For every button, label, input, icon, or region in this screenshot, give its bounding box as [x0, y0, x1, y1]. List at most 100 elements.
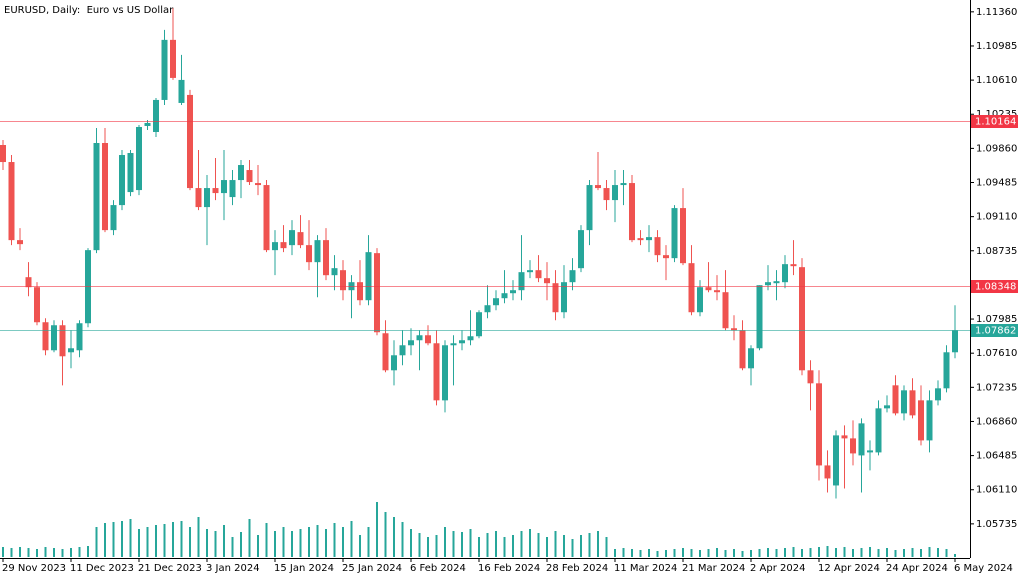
candle-body [289, 230, 295, 246]
candle-body [671, 208, 678, 259]
candle-body [238, 165, 244, 181]
volume-bar [877, 549, 880, 557]
candle-body [382, 333, 389, 371]
x-tick-label: 15 Jan 2024 [274, 563, 334, 574]
volume-bar [257, 535, 259, 557]
candle-body [331, 268, 338, 276]
volume-bar [19, 547, 21, 557]
volume-bar [461, 532, 463, 557]
price-label: 1.08348 [975, 282, 1016, 293]
candle-body [144, 122, 151, 126]
volume-bar [580, 535, 582, 557]
volume-bar [945, 549, 948, 557]
x-tick-label: 2 Apr 2024 [750, 563, 805, 574]
candle-body [918, 400, 924, 441]
candle-body [578, 230, 584, 269]
candle-body [722, 292, 729, 329]
volume-bar [325, 529, 327, 557]
candle-body [127, 153, 134, 193]
volume-bar [359, 535, 361, 557]
volume-bar [631, 549, 633, 557]
volume-bar [920, 549, 922, 557]
plot: 1.11360 1.10985 1.10610 1.10235 1.09860 1.094… [0, 7, 1018, 574]
volume-bar [809, 548, 812, 557]
candle-body [501, 293, 508, 299]
volume-bar [435, 535, 438, 557]
volume-bar [911, 548, 914, 557]
candle-body [467, 336, 474, 341]
candle-body [323, 240, 329, 276]
candle-body [688, 263, 695, 313]
volume-bar [248, 519, 251, 557]
volume-bar [563, 535, 565, 557]
volume-bar [27, 548, 30, 557]
candle-body [799, 267, 805, 371]
candle-body [416, 335, 423, 341]
volume-bar [835, 548, 837, 557]
volume-bar [138, 529, 140, 557]
volume-bar [121, 521, 123, 557]
y-tick-label: 1.10235 [976, 109, 1017, 120]
volume-bar [231, 537, 234, 557]
candle-body [221, 180, 227, 194]
volume-bar [206, 529, 208, 557]
candle-body [773, 281, 780, 284]
candle-body [297, 232, 304, 246]
volume-bar [605, 537, 608, 557]
candle-body [178, 79, 185, 103]
x-tick-label: 21 Mar 2024 [682, 563, 745, 574]
candle-body [187, 94, 193, 189]
candle-body [51, 325, 57, 351]
candle-body [518, 272, 525, 291]
candle-body [731, 328, 737, 331]
volume-bar [146, 527, 149, 557]
candle-body [663, 255, 669, 259]
candle-body [306, 245, 312, 263]
volume-bar [928, 547, 931, 557]
volume-bar [367, 527, 370, 557]
volume-bar [291, 531, 293, 557]
volume-bar [818, 547, 820, 557]
x-tick-label: 6 Feb 2024 [410, 563, 466, 574]
candle-body [25, 277, 32, 288]
volume-bar [733, 549, 735, 557]
price-label-box [971, 324, 1018, 337]
candle-body [892, 385, 899, 414]
candle-body [926, 400, 933, 441]
price-label-box [971, 280, 1018, 293]
candle-body [246, 170, 253, 183]
price-label-box [971, 115, 1018, 128]
y-tick-label: 1.10985 [976, 41, 1017, 52]
volume-bar [571, 539, 574, 557]
candle-body [909, 390, 916, 416]
y-tick-label: 1.09860 [976, 143, 1017, 154]
volume-bar [699, 550, 701, 557]
volume-bar [342, 527, 344, 557]
y-tick-label: 1.07985 [976, 314, 1017, 325]
candle-body [153, 99, 159, 132]
candle-body [59, 325, 66, 357]
volume-bar [36, 549, 38, 557]
y-tick-label: 1.11360 [976, 7, 1017, 18]
y-tick-label: 1.05735 [976, 519, 1017, 530]
x-tick-label: 29 Nov 2023 [2, 563, 66, 574]
volume-bar [546, 537, 548, 557]
volume-bar [886, 548, 888, 557]
candle-body [110, 205, 117, 231]
volume-bar [478, 537, 480, 557]
candle-body [314, 240, 321, 263]
volume-bar [87, 546, 89, 557]
volume-bar [393, 517, 395, 557]
volume-bar [180, 521, 183, 557]
volume-bar [78, 547, 81, 557]
y-tick-label: 1.07610 [976, 348, 1017, 359]
candle-body [569, 270, 576, 283]
candle-body [697, 287, 703, 313]
volume-bar [741, 551, 744, 557]
candle-body [561, 282, 567, 313]
volume-bar [597, 531, 599, 557]
volume-bar [614, 549, 616, 557]
volume-bar [656, 551, 659, 557]
volume-bar [954, 554, 956, 557]
